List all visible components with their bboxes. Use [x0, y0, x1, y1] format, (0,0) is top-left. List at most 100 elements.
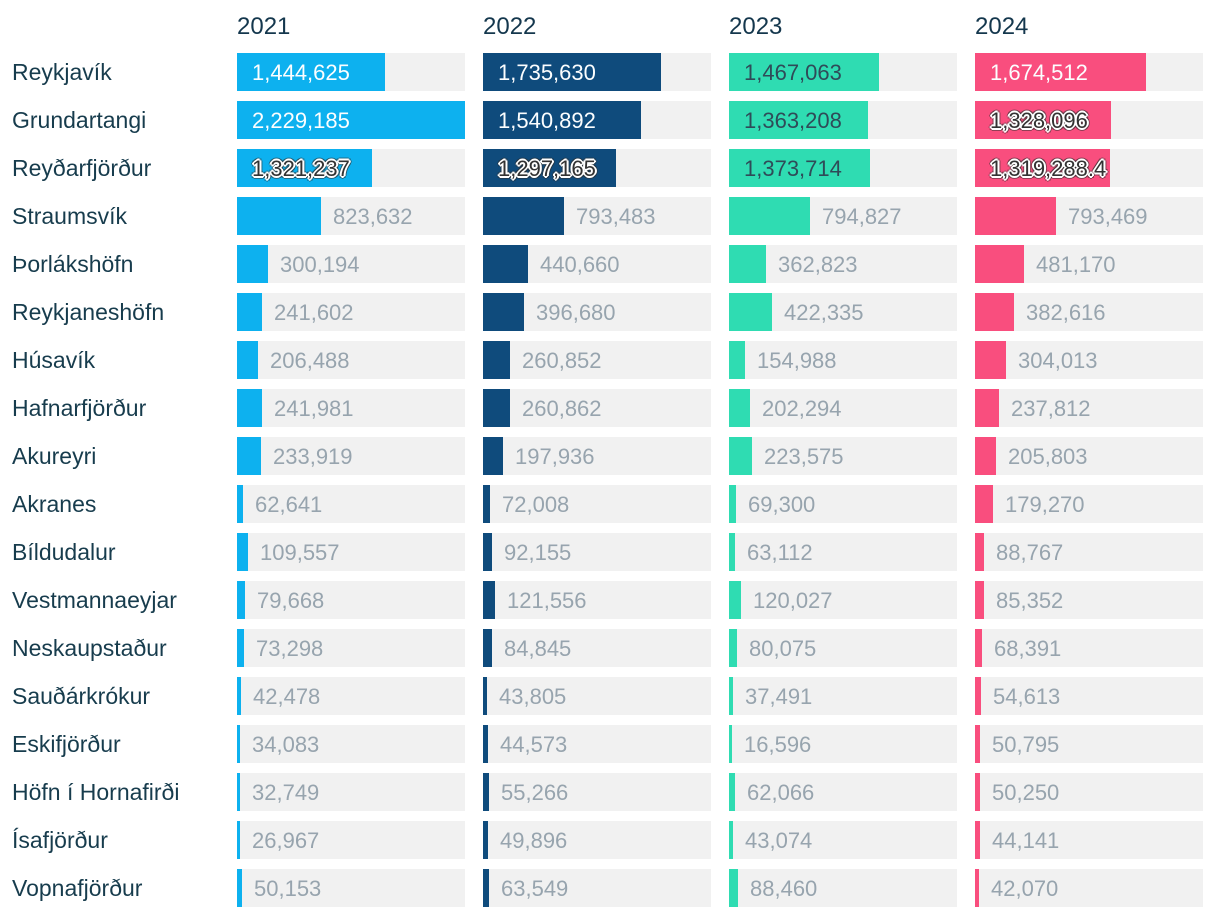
bar-track: 202,294 — [729, 389, 957, 427]
chart-cell: 26,967 — [237, 821, 483, 859]
chart-row: Straumsvík 823,632 793,483 794,827 793,4… — [0, 192, 1220, 240]
bar — [237, 389, 262, 427]
bar-track: 223,575 — [729, 437, 957, 475]
bar — [483, 485, 490, 523]
bar-value-label: 49,896 — [500, 828, 568, 853]
bar-track: 62,641 — [237, 485, 465, 523]
bar-value-label: 422,335 — [784, 300, 864, 325]
chart-row: Reykjavík 1,444,625 1,735,630 1,467,063 … — [0, 48, 1220, 96]
row-label: Reykjavík — [12, 58, 112, 85]
bar — [975, 725, 980, 763]
bar — [237, 341, 258, 379]
chart-cell: 1,467,063 — [729, 53, 975, 91]
chart-cell: 793,469 — [975, 197, 1203, 235]
bar-value-label: 63,549 — [501, 876, 569, 901]
bar-track: 43,074 — [729, 821, 957, 859]
chart-cell: 34,083 — [237, 725, 483, 763]
bar-track: 1,297,165 — [483, 149, 711, 187]
chart-row: Akranes 62,641 72,008 69,300 179,270 — [0, 480, 1220, 528]
chart-cell: 260,852 — [483, 341, 729, 379]
column-header-2022: 2022 — [483, 13, 537, 40]
bar-track: 16,596 — [729, 725, 957, 763]
row-label: Akureyri — [12, 442, 97, 469]
chart-cell: 49,896 — [483, 821, 729, 859]
row-label: Reykjaneshöfn — [12, 298, 165, 325]
bar — [975, 869, 979, 907]
bar-track: 88,460 — [729, 869, 957, 907]
chart-cell: 42,478 — [237, 677, 483, 715]
bar — [975, 821, 980, 859]
bar — [483, 581, 495, 619]
bar — [729, 581, 741, 619]
bar-track: 50,153 — [237, 869, 465, 907]
bar-value-label: 823,632 — [333, 204, 413, 229]
bar — [975, 389, 999, 427]
chart-cell: 63,549 — [483, 869, 729, 907]
bar — [237, 533, 248, 571]
bar-value-label: 396,680 — [536, 300, 616, 325]
chart-cell: 50,795 — [975, 725, 1203, 763]
chart-cell: 88,460 — [729, 869, 975, 907]
bar — [237, 485, 243, 523]
bar-track: 32,749 — [237, 773, 465, 811]
bar — [975, 149, 1110, 187]
bar-value-label: 62,641 — [255, 492, 323, 517]
bar-track: 304,013 — [975, 341, 1203, 379]
chart-row: Húsavík 206,488 260,852 154,988 304,013 — [0, 336, 1220, 384]
bar-value-label: 1,328,096 — [990, 108, 1088, 133]
bar-value-label: 1,444,625 — [252, 60, 350, 85]
bar-value-label: 1,363,208 — [744, 108, 842, 133]
bar — [729, 533, 735, 571]
bar — [483, 101, 641, 139]
bar-track: 34,083 — [237, 725, 465, 763]
bar — [975, 437, 996, 475]
bar-track: 120,027 — [729, 581, 957, 619]
bar-track: 92,155 — [483, 533, 711, 571]
bar — [729, 197, 810, 235]
chart-cell: 79,668 — [237, 581, 483, 619]
bar-track: 362,823 — [729, 245, 957, 283]
chart-cell: 241,981 — [237, 389, 483, 427]
chart-cell: 69,300 — [729, 485, 975, 523]
bar-value-label: 2,229,185 — [252, 108, 350, 133]
bar-track: 54,613 — [975, 677, 1203, 715]
bar — [483, 773, 489, 811]
bar-track: 179,270 — [975, 485, 1203, 523]
row-label: Neskaupstaður — [12, 634, 167, 661]
bar — [729, 101, 868, 139]
chart-cell: 300,194 — [237, 245, 483, 283]
bar-value-label: 37,491 — [745, 684, 813, 709]
bar-track: 260,862 — [483, 389, 711, 427]
bar — [729, 341, 745, 379]
bar-value-label: 16,596 — [744, 732, 812, 757]
bar-value-label: 43,805 — [499, 684, 567, 709]
bar-value-label: 79,668 — [257, 588, 325, 613]
row-label: Sauðárkrókur — [12, 682, 151, 709]
bar — [483, 149, 616, 187]
bar-value-label: 382,616 — [1026, 300, 1106, 325]
bar-track: 44,141 — [975, 821, 1203, 859]
bar-value-label: 241,602 — [274, 300, 354, 325]
bar-value-label: 206,488 — [270, 348, 350, 373]
chart-cell: 237,812 — [975, 389, 1203, 427]
chart-cell: 85,352 — [975, 581, 1203, 619]
bar-track: 69,300 — [729, 485, 957, 523]
bar-track: 63,549 — [483, 869, 711, 907]
bar-track: 1,363,208 — [729, 101, 957, 139]
bar-value-label: 202,294 — [762, 396, 842, 421]
bar — [729, 629, 737, 667]
bar — [975, 197, 1056, 235]
chart-cell: 260,862 — [483, 389, 729, 427]
bar-value-label: 55,266 — [501, 780, 569, 805]
bar — [237, 677, 241, 715]
chart-cell: 72,008 — [483, 485, 729, 523]
chart-cell: 62,066 — [729, 773, 975, 811]
chart-cell: 197,936 — [483, 437, 729, 475]
chart-cell: 1,328,096 — [975, 101, 1203, 139]
bar — [729, 245, 766, 283]
bar — [975, 581, 984, 619]
chart-row: Bíldudalur 109,557 92,155 63,112 88,767 — [0, 528, 1220, 576]
bar-track: 793,469 — [975, 197, 1203, 235]
row-label: Bíldudalur — [12, 538, 116, 565]
chart-cell: 1,321,237 — [237, 149, 483, 187]
